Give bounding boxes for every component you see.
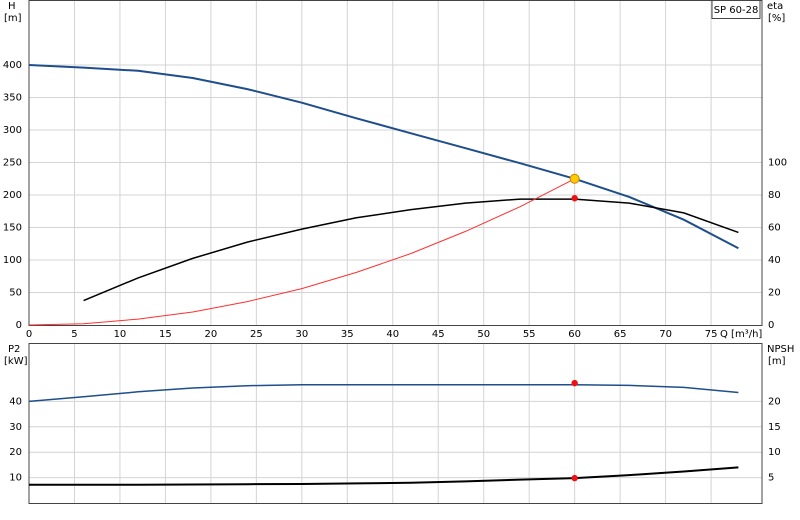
- y2-tick-label: 80: [768, 190, 781, 201]
- y-tick-label: 50: [9, 288, 22, 299]
- operating-point: [571, 195, 578, 202]
- operating-point: [571, 379, 578, 387]
- y-tick-label: 150: [3, 223, 22, 234]
- y-tick-label: 20: [9, 447, 22, 458]
- y2-tick-label: 60: [768, 223, 781, 234]
- x-tick-label: 70: [659, 329, 672, 340]
- curve: [28, 383, 739, 403]
- x-tick-label: 45: [432, 329, 445, 340]
- y-axis-unit: [kW]: [4, 356, 28, 367]
- x-tick-label: 5: [71, 329, 77, 340]
- curve: [28, 64, 739, 250]
- x-tick-label: 50: [477, 329, 490, 340]
- y-tick-label: 0: [16, 320, 22, 331]
- plot-frame: [28, 0, 763, 326]
- y-tick-label: 400: [3, 60, 22, 71]
- x-tick-label: 55: [523, 329, 536, 340]
- curve: [29, 466, 739, 486]
- x-tick-label: 30: [295, 329, 308, 340]
- operating-point: [569, 173, 580, 184]
- y2-tick-label: 0: [768, 320, 774, 331]
- chart-title: SP 60-28: [714, 5, 759, 16]
- y-tick-label: 30: [9, 422, 22, 433]
- y2-tick-label: 40: [768, 255, 781, 266]
- y-axis-label: P2: [8, 344, 20, 355]
- curve: [28, 178, 575, 326]
- x-tick-label: 75: [705, 329, 718, 340]
- y-axis-unit: [m]: [4, 13, 22, 24]
- x-tick-label: 25: [250, 329, 263, 340]
- x-tick-label: 40: [386, 329, 399, 340]
- y2-axis-label: NPSH: [767, 344, 794, 355]
- y-tick-label: 350: [3, 93, 22, 104]
- x-tick-label: 10: [114, 329, 127, 340]
- y-tick-label: 40: [9, 396, 22, 407]
- y2-tick-label: 10: [768, 447, 781, 458]
- y-tick-label: 300: [3, 125, 22, 136]
- y2-tick-label: 100: [768, 158, 787, 169]
- x-tick-label: 35: [341, 329, 354, 340]
- y2-tick-label: 15: [768, 422, 781, 433]
- y2-axis-unit: [%]: [768, 13, 785, 24]
- y2-tick-label: 5: [768, 473, 774, 484]
- x-tick-label: 60: [568, 329, 581, 340]
- x-tick-label: 65: [614, 329, 627, 340]
- y-axis-label: H: [8, 1, 16, 12]
- x-tick-label: 15: [159, 329, 172, 340]
- title-box: [711, 0, 761, 19]
- y2-tick-label: 20: [768, 396, 781, 407]
- x-tick-label: 20: [205, 329, 218, 340]
- operating-point: [571, 474, 578, 482]
- plot-frame: [28, 343, 763, 504]
- y2-axis-label: eta: [767, 1, 783, 12]
- x-axis-label: Q [m³/h]: [720, 329, 762, 340]
- y-tick-label: 10: [9, 473, 22, 484]
- y2-axis-unit: [m]: [768, 356, 786, 367]
- y2-tick-label: 20: [768, 288, 781, 299]
- y-tick-label: 250: [3, 158, 22, 169]
- y-tick-label: 200: [3, 190, 22, 201]
- x-tick-label: 0: [26, 329, 32, 340]
- curve: [83, 198, 739, 302]
- y-tick-label: 100: [3, 255, 22, 266]
